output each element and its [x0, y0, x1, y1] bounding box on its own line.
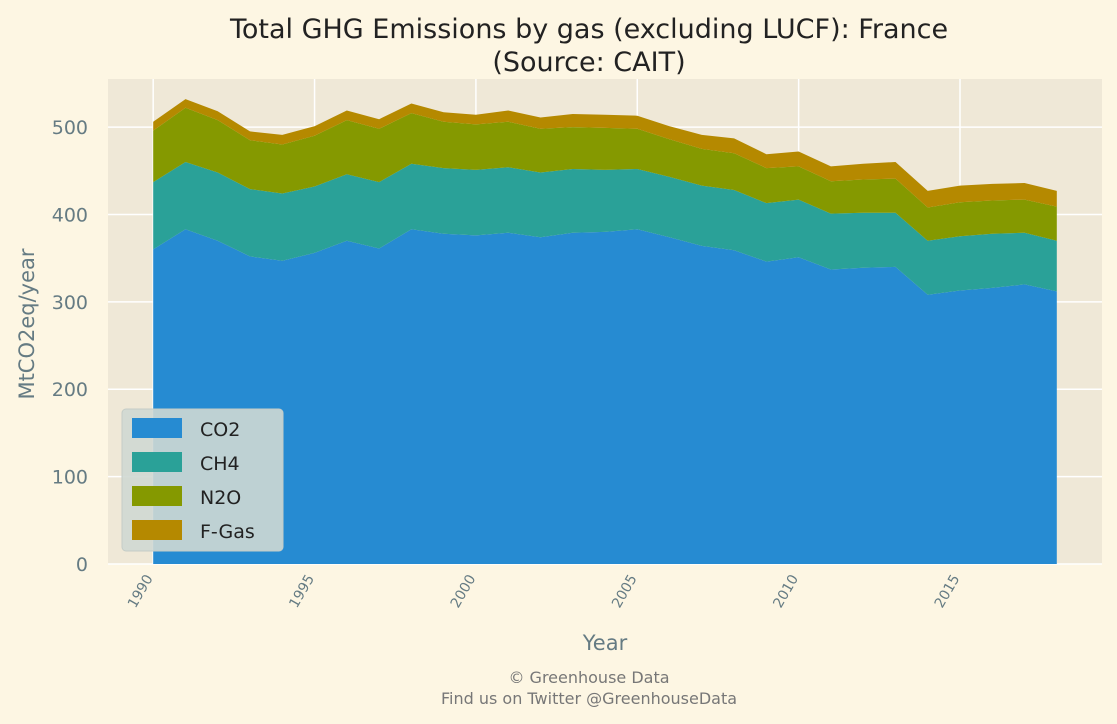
y-tick-label: 0 — [76, 554, 88, 576]
y-tick-label: 500 — [52, 117, 88, 139]
y-tick-label: 400 — [52, 204, 88, 226]
legend-swatch-f-gas — [132, 520, 182, 540]
legend-label-n2o: N2O — [200, 487, 241, 509]
footer-twitter: Find us on Twitter @GreenhouseData — [441, 689, 737, 708]
x-axis-label: Year — [582, 631, 628, 655]
area-series — [153, 99, 1057, 565]
area-ch4 — [153, 162, 1057, 295]
y-tick-label: 100 — [52, 467, 88, 489]
x-axis-ticks: 1990 1995 2000 2005 2010 2015 — [125, 572, 963, 611]
x-tick-label: 2005 — [609, 572, 641, 611]
y-tick-label: 200 — [52, 379, 88, 401]
x-tick-label: 2010 — [770, 572, 802, 611]
footer-copyright: © Greenhouse Data — [508, 668, 669, 687]
x-tick-label: 2000 — [448, 572, 480, 611]
legend-label-co2: CO2 — [200, 419, 240, 441]
legend-swatch-ch4 — [132, 452, 182, 472]
area-co2 — [153, 229, 1057, 565]
legend-swatch-co2 — [132, 418, 182, 438]
area-n2o — [153, 107, 1057, 241]
legend: CO2 CH4 N2O F-Gas — [121, 408, 284, 552]
x-tick-label: 1990 — [125, 572, 157, 611]
x-tick-label: 1995 — [286, 572, 318, 611]
y-axis-ticks: 0 100 200 300 400 500 — [52, 117, 88, 576]
y-axis-label: MtCO2eq/year — [15, 248, 39, 399]
legend-box — [121, 408, 284, 552]
area-f-gas — [153, 99, 1057, 208]
x-tick-label: 2015 — [932, 572, 964, 611]
chart-title: Total GHG Emissions by gas (excluding LU… — [229, 14, 948, 45]
y-tick-label: 300 — [52, 292, 88, 314]
legend-swatch-n2o — [132, 486, 182, 506]
chart-subtitle: (Source: CAIT) — [492, 47, 685, 78]
legend-label-ch4: CH4 — [200, 453, 240, 475]
legend-label-f-gas: F-Gas — [200, 521, 255, 543]
